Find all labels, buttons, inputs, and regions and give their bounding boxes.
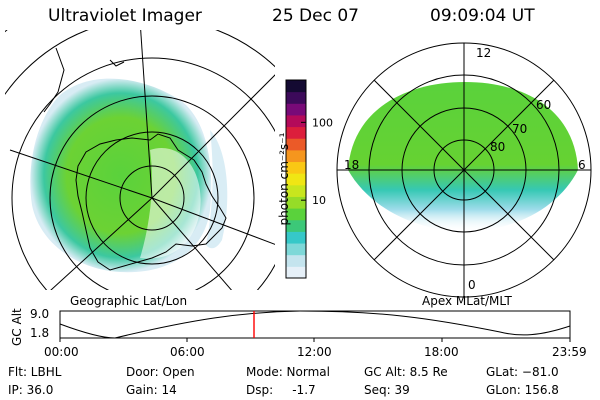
intensity-colorbar: 100 10 bbox=[285, 79, 333, 279]
mlt-label-left: 18 bbox=[344, 158, 360, 172]
mlt-caption: Apex MLat/MLT bbox=[422, 294, 512, 308]
timeline-ymin: 1.8 bbox=[30, 326, 50, 340]
colorbar-tick-label: 10 bbox=[312, 194, 326, 207]
timeline-x-1: 06:00 bbox=[170, 345, 205, 359]
ip-info: IP: 36.0 bbox=[8, 383, 54, 397]
mlt-label-bottom: 0 bbox=[468, 278, 476, 292]
mlt-label-top: 12 bbox=[476, 46, 492, 60]
mode-info: Mode: Normal bbox=[246, 365, 330, 379]
glon-info: GLon: 156.8 bbox=[486, 383, 559, 397]
timeline-ylabel: GC Alt bbox=[10, 308, 24, 346]
colorbar-swatch bbox=[286, 196, 306, 209]
aurora-emission-left bbox=[30, 78, 228, 273]
mlat-mlt-grid bbox=[336, 42, 592, 298]
timeline-x-2: 12:00 bbox=[297, 345, 332, 359]
door-info: Door: Open bbox=[126, 365, 195, 379]
colorbar-swatch bbox=[286, 243, 306, 256]
seq-info: Seq: 39 bbox=[364, 383, 410, 397]
geographic-caption: Geographic Lat/Lon bbox=[70, 294, 188, 308]
filter-info: Flt: LBHL bbox=[8, 365, 62, 379]
colorbar-swatch bbox=[286, 161, 306, 174]
colorbar-swatch bbox=[286, 254, 306, 267]
orbit-altitude-curve bbox=[59, 310, 571, 339]
image-time: 09:09:04 UT bbox=[430, 6, 535, 26]
colorbar-swatch bbox=[286, 184, 306, 197]
timeline-x-4: 23:59 bbox=[552, 345, 587, 359]
colorbar-swatch bbox=[286, 231, 306, 244]
dsp-info: Dsp: -1.7 bbox=[246, 383, 316, 397]
colorbar-swatch bbox=[286, 103, 306, 116]
colorbar-swatch bbox=[286, 266, 306, 279]
timeline-x-0: 00:00 bbox=[44, 345, 79, 359]
geographic-panel bbox=[5, 30, 275, 290]
colorbar-tick-label: 100 bbox=[312, 116, 333, 129]
colorbar-swatch bbox=[286, 208, 306, 221]
colorbar-swatch bbox=[286, 91, 306, 104]
gc-alt-info: GC Alt: 8.5 Re bbox=[364, 365, 448, 379]
colorbar-swatch bbox=[286, 149, 306, 163]
orbit-timeline bbox=[59, 310, 571, 342]
instrument-title: Ultraviolet Imager bbox=[48, 6, 202, 26]
gain-info: Gain: 14 bbox=[126, 383, 177, 397]
lat-lon-grid-left bbox=[5, 30, 275, 290]
colorbar-swatch bbox=[286, 80, 306, 93]
mlat-label-70: 70 bbox=[512, 122, 528, 136]
colorbar-unit-label: photon cm⁻²s⁻¹ bbox=[277, 132, 291, 226]
colorbar-swatch bbox=[286, 173, 306, 186]
image-date: 25 Dec 07 bbox=[272, 6, 359, 26]
mlt-panel bbox=[336, 42, 592, 298]
mlat-label-80: 80 bbox=[490, 140, 506, 154]
auroral-oval-right bbox=[348, 82, 578, 232]
colorbar-swatch bbox=[286, 219, 306, 232]
mlat-label-60: 60 bbox=[536, 98, 552, 112]
coastline-left bbox=[43, 47, 227, 271]
colorbar-swatch bbox=[286, 138, 306, 151]
colorbar-swatch bbox=[286, 126, 306, 139]
colorbar-swatch bbox=[286, 114, 306, 128]
timeline-x-3: 18:00 bbox=[424, 345, 459, 359]
timeline-ymax: 9.0 bbox=[30, 307, 50, 321]
glat-info: GLat: −81.0 bbox=[486, 365, 559, 379]
mlt-label-right: 6 bbox=[578, 158, 586, 172]
